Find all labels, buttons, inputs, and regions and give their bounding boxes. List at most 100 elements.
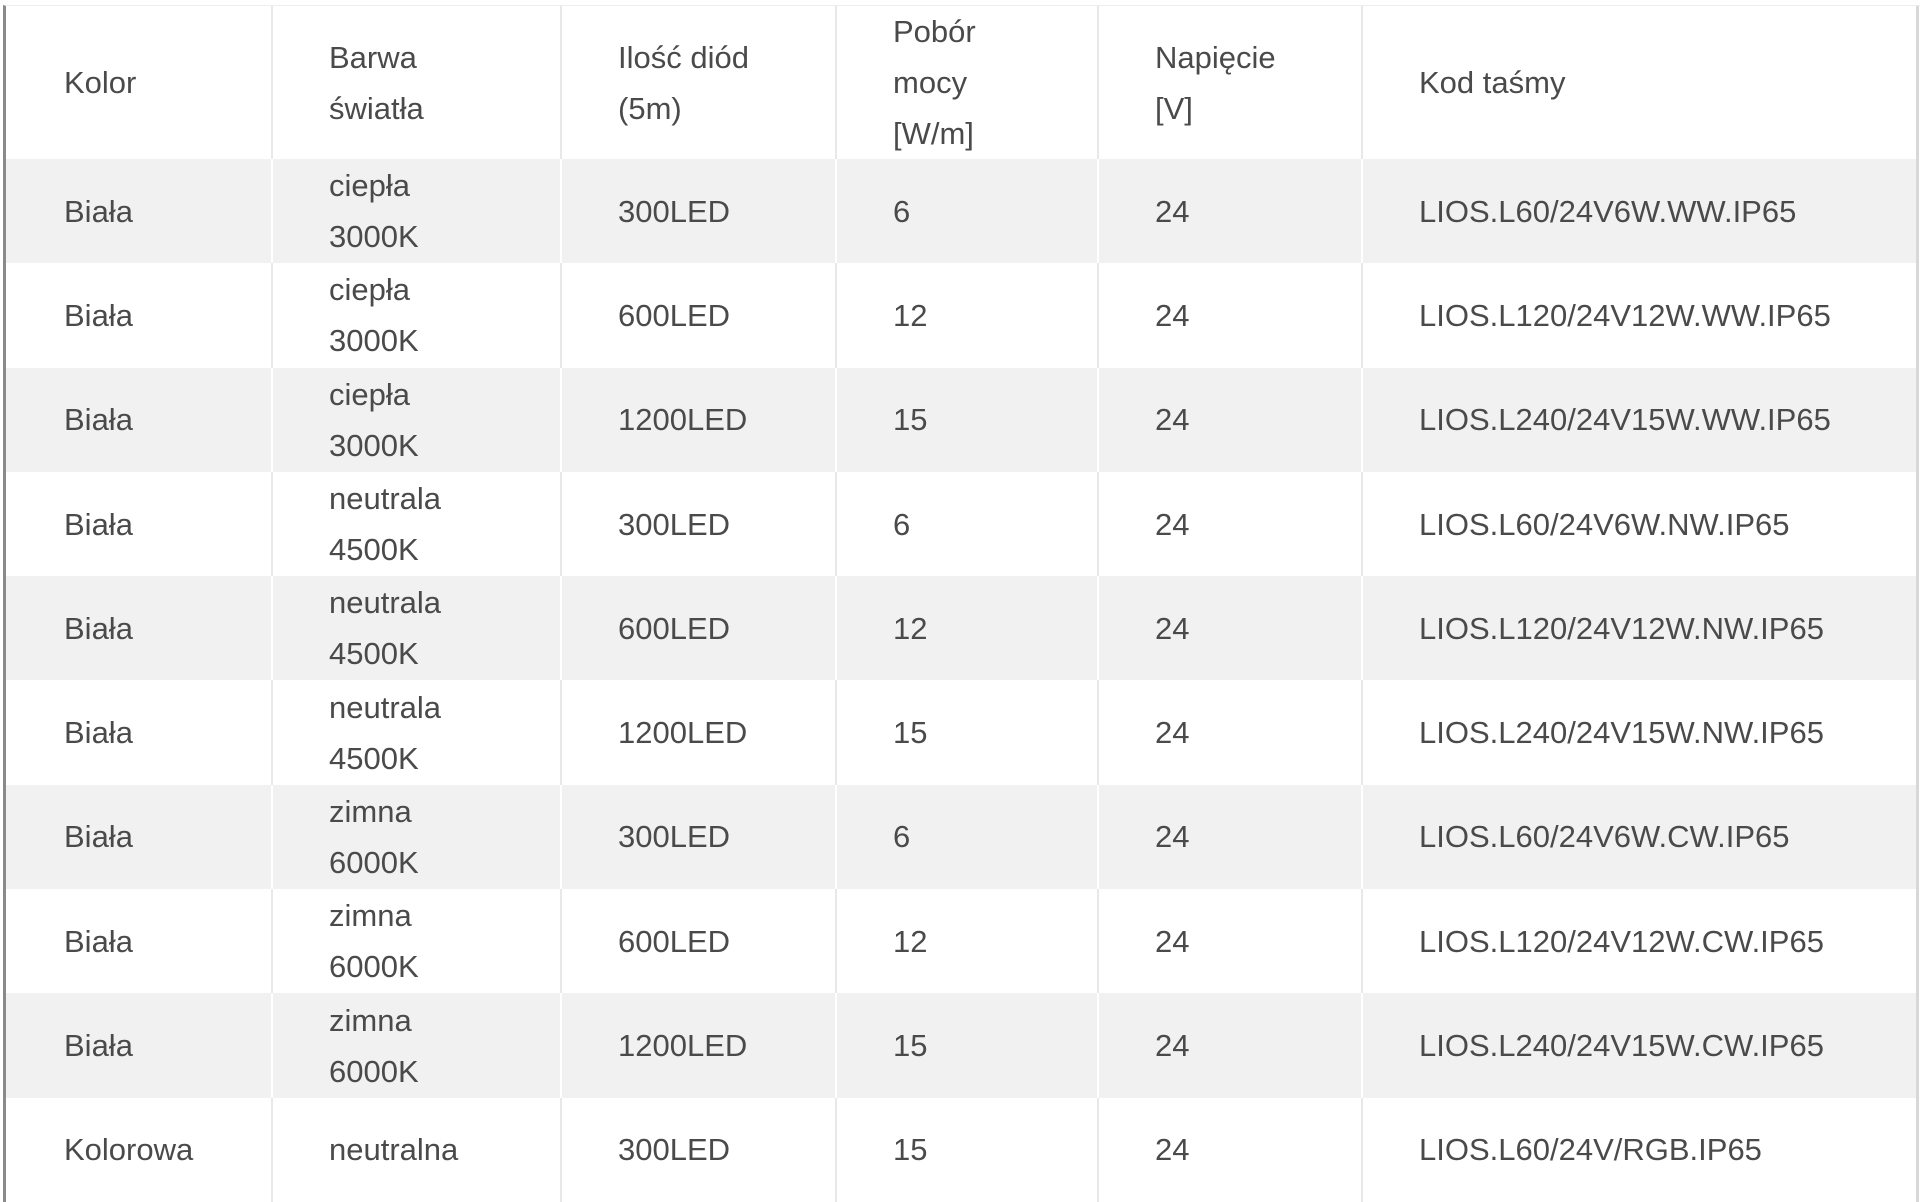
cell-kod-tasmy: LIOS.L60/24V6W.CW.IP65 xyxy=(1362,784,1919,890)
cell-napiecie: 24 xyxy=(1098,784,1363,890)
header-text: Pobór xyxy=(893,14,976,49)
cell-text: 4500K xyxy=(329,532,419,568)
cell-pobor-mocy: 6 xyxy=(836,159,1099,264)
cell-text: neutrala xyxy=(329,481,442,517)
cell-text: 4500K xyxy=(329,636,419,672)
cell-kod-tasmy: LIOS.L240/24V15W.NW.IP65 xyxy=(1362,680,1919,785)
cell-kolor: Kolorowa xyxy=(6,1097,273,1202)
cell-kolor: Biała xyxy=(6,367,273,472)
cell-barwa: zimna 6000K xyxy=(272,784,562,890)
cell-barwa: neutrala 4500K xyxy=(272,471,562,577)
header-text: Napięcie xyxy=(1155,39,1276,75)
cell-barwa: ciepła 3000K xyxy=(272,367,562,472)
cell-pobor-mocy: 15 xyxy=(836,367,1099,472)
cell-pobor-mocy: 12 xyxy=(836,889,1099,994)
cell-napiecie: 24 xyxy=(1098,1097,1363,1202)
cell-kolor: Biała xyxy=(6,576,273,681)
cell-barwa: neutrala 4500K xyxy=(272,680,562,785)
cell-kod-tasmy: LIOS.L60/24V6W.WW.IP65 xyxy=(1362,159,1919,264)
cell-kod-tasmy: LIOS.L120/24V12W.CW.IP65 xyxy=(1362,889,1919,994)
cell-ilosc-diod: 300LED xyxy=(561,471,837,577)
header-text: Kolor xyxy=(64,65,137,100)
table-header-row: Kolor Barwa światła Ilość diód (5m) Pobór mocy… xyxy=(6,6,1919,159)
header-text: Ilość diód xyxy=(618,39,749,75)
cell-text: 6000K xyxy=(329,1053,419,1089)
cell-ilosc-diod: 600LED xyxy=(561,576,837,681)
cell-text: 6000K xyxy=(329,844,419,880)
cell-ilosc-diod: 300LED xyxy=(561,784,837,890)
column-header-napiecie: Napięcie [V] xyxy=(1098,6,1363,159)
cell-barwa: zimna 6000K xyxy=(272,889,562,994)
led-strip-spec-table: Kolor Barwa światła Ilość diód (5m) Pobór mocy… xyxy=(6,6,1919,1202)
cell-text: neutrala xyxy=(329,585,442,621)
cell-ilosc-diod: 1200LED xyxy=(561,680,837,785)
cell-pobor-mocy: 15 xyxy=(836,1097,1099,1202)
cell-pobor-mocy: 15 xyxy=(836,993,1099,1098)
cell-napiecie: 24 xyxy=(1098,367,1363,472)
cell-barwa: zimna 6000K xyxy=(272,993,562,1098)
table-row: Kolorowa neutralna 300LED 15 24 LIOS.L60/24V/… xyxy=(6,1097,1919,1202)
column-header-kod-tasmy: Kod taśmy xyxy=(1362,6,1919,159)
cell-ilosc-diod: 600LED xyxy=(561,263,837,368)
cell-pobor-mocy: 12 xyxy=(836,263,1099,368)
cell-napiecie: 24 xyxy=(1098,680,1363,785)
table-row: Biała zimna 6000K 1200LED 15 24 LIOS.L240/24V1… xyxy=(6,993,1919,1098)
cell-text: ciepła xyxy=(329,376,410,412)
cell-pobor-mocy: 12 xyxy=(836,576,1099,681)
cell-barwa: neutralna xyxy=(272,1097,562,1202)
cell-kolor: Biała xyxy=(6,159,273,264)
column-header-ilosc-diod: Ilość diód (5m) xyxy=(561,6,837,159)
cell-napiecie: 24 xyxy=(1098,159,1363,264)
cell-text: ciepła xyxy=(329,168,410,204)
cell-kod-tasmy: LIOS.L120/24V12W.NW.IP65 xyxy=(1362,576,1919,681)
cell-napiecie: 24 xyxy=(1098,576,1363,681)
cell-text: 3000K xyxy=(329,219,419,255)
header-text: [W/m] xyxy=(893,116,974,151)
cell-kod-tasmy: LIOS.L60/24V/RGB.IP65 xyxy=(1362,1097,1919,1202)
table-row: Biała ciepła 3000K 600LED 12 24 LIOS.L120/24V1… xyxy=(6,263,1919,368)
cell-napiecie: 24 xyxy=(1098,471,1363,577)
cell-ilosc-diod: 1200LED xyxy=(561,993,837,1098)
cell-barwa: ciepła 3000K xyxy=(272,159,562,264)
header-text: [V] xyxy=(1155,90,1193,126)
cell-text: 3000K xyxy=(329,427,419,463)
cell-ilosc-diod: 600LED xyxy=(561,889,837,994)
cell-kolor: Biała xyxy=(6,263,273,368)
cell-kolor: Biała xyxy=(6,889,273,994)
cell-text: zimna xyxy=(329,898,412,934)
column-header-barwa: Barwa światła xyxy=(272,6,562,159)
header-text: Kod taśmy xyxy=(1419,65,1566,100)
cell-text: neutralna xyxy=(329,1132,459,1168)
cell-kod-tasmy: LIOS.L60/24V6W.NW.IP65 xyxy=(1362,471,1919,577)
header-text: światła xyxy=(329,90,424,126)
cell-napiecie: 24 xyxy=(1098,889,1363,994)
cell-kolor: Biała xyxy=(6,784,273,890)
cell-text: zimna xyxy=(329,793,412,829)
cell-pobor-mocy: 6 xyxy=(836,784,1099,890)
table-row: Biała neutrala 4500K 600LED 12 24 LIOS.L120/24… xyxy=(6,576,1919,681)
cell-kod-tasmy: LIOS.L240/24V15W.WW.IP65 xyxy=(1362,367,1919,472)
cell-napiecie: 24 xyxy=(1098,993,1363,1098)
cell-kod-tasmy: LIOS.L240/24V15W.CW.IP65 xyxy=(1362,993,1919,1098)
header-text: mocy xyxy=(893,65,968,100)
column-header-pobor-mocy: Pobór mocy [W/m] xyxy=(836,6,1099,159)
cell-pobor-mocy: 6 xyxy=(836,471,1099,577)
cell-kod-tasmy: LIOS.L120/24V12W.WW.IP65 xyxy=(1362,263,1919,368)
table-row: Biała ciepła 3000K 1200LED 15 24 LIOS.L240/24V… xyxy=(6,367,1919,472)
column-header-kolor: Kolor xyxy=(6,6,273,159)
cell-text: ciepła xyxy=(329,272,410,308)
header-text: Barwa xyxy=(329,39,417,75)
table-row: Biała zimna 6000K 600LED 12 24 LIOS.L120/24V12… xyxy=(6,889,1919,994)
cell-text: zimna xyxy=(329,1002,412,1038)
table-row: Biała zimna 6000K 300LED 6 24 LIOS.L60/24V6W.C… xyxy=(6,784,1919,890)
cell-pobor-mocy: 15 xyxy=(836,680,1099,785)
cell-barwa: neutrala 4500K xyxy=(272,576,562,681)
cell-text: 3000K xyxy=(329,323,419,359)
cell-ilosc-diod: 300LED xyxy=(561,1097,837,1202)
table-row: Biała neutrala 4500K 1200LED 15 24 LIOS.L240/2… xyxy=(6,680,1919,785)
cell-barwa: ciepła 3000K xyxy=(272,263,562,368)
led-strip-table-container: Kolor Barwa światła Ilość diód (5m) Pobór mocy… xyxy=(3,5,1920,1202)
table-row: Biała neutrala 4500K 300LED 6 24 LIOS.L60/24V6… xyxy=(6,471,1919,577)
cell-text: 4500K xyxy=(329,740,419,776)
cell-kolor: Biała xyxy=(6,680,273,785)
